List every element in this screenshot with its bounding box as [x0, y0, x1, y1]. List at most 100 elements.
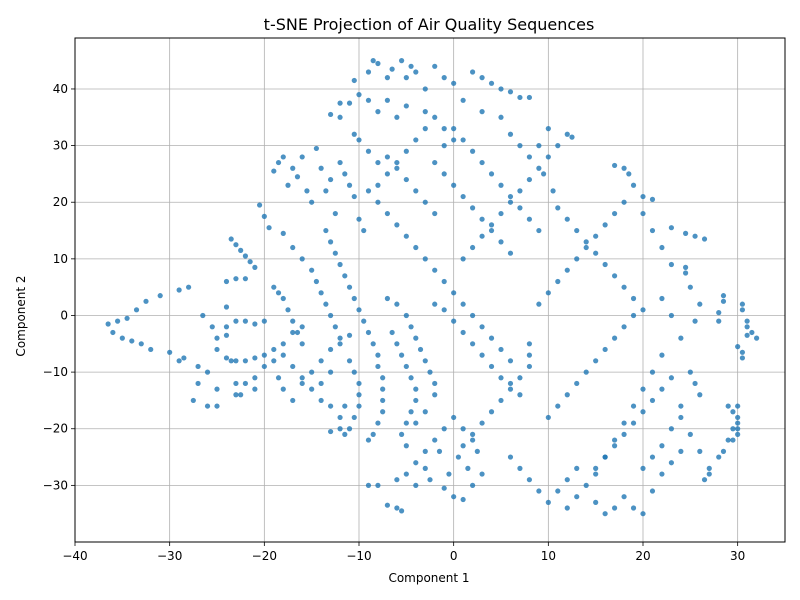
scatter-point	[346, 284, 353, 290]
scatter-point	[488, 222, 495, 228]
scatter-point	[545, 414, 551, 421]
scatter-point	[555, 403, 561, 409]
scatter-point	[517, 465, 523, 471]
scatter-point	[365, 437, 372, 443]
scatter-point	[380, 386, 386, 392]
scatter-point	[640, 511, 646, 517]
scatter-point	[342, 431, 348, 437]
scatter-point	[701, 477, 708, 483]
scatter-point	[394, 222, 400, 228]
scatter-point	[394, 477, 400, 483]
scatter-point	[280, 352, 286, 358]
scatter-point	[323, 188, 329, 194]
scatter-point	[479, 352, 485, 358]
scatter-point	[261, 318, 267, 324]
scatter-point	[630, 505, 637, 511]
scatter-point	[413, 335, 419, 341]
scatter-point	[403, 312, 409, 319]
scatter-point	[754, 335, 760, 341]
scatter-point	[640, 465, 646, 471]
scatter-point	[574, 256, 580, 262]
scatter-point	[479, 471, 485, 477]
scatter-point	[176, 358, 182, 364]
scatter-point	[692, 318, 698, 324]
x-tick-label: 30	[730, 549, 745, 563]
scatter-point	[413, 69, 419, 75]
scatter-point	[536, 165, 542, 171]
scatter-point	[649, 369, 656, 375]
scatter-point	[365, 69, 372, 75]
scatter-point	[678, 335, 684, 341]
scatter-point	[460, 256, 466, 262]
scatter-point	[630, 312, 637, 319]
y-tick-label: 0	[60, 308, 68, 322]
scatter-point	[470, 341, 476, 347]
scatter-point	[460, 137, 466, 143]
scatter-point	[299, 341, 305, 347]
scatter-point	[659, 443, 665, 449]
scatter-point	[380, 409, 386, 415]
scatter-point	[507, 380, 514, 387]
scatter-point	[309, 267, 315, 273]
scatter-point	[659, 352, 665, 358]
scatter-point	[413, 386, 419, 392]
scatter-point	[328, 111, 334, 118]
scatter-point	[204, 403, 211, 409]
scatter-point	[451, 318, 457, 324]
y-axis-ticks: −30 −20 −10 0 10 20 30 40	[43, 82, 75, 492]
scatter-point	[564, 505, 570, 511]
scatter-point	[346, 100, 353, 106]
scatter-point	[403, 420, 409, 426]
scatter-point	[356, 216, 362, 222]
scatter-point	[659, 386, 665, 392]
scatter-point	[384, 171, 390, 177]
scatter-point	[526, 363, 533, 370]
scatter-point	[332, 324, 338, 330]
scatter-point	[323, 227, 329, 234]
scatter-point	[394, 165, 400, 171]
scatter-point	[507, 131, 514, 137]
scatter-point	[124, 315, 130, 321]
scatter-point	[488, 409, 495, 415]
scatter-point	[697, 301, 703, 307]
scatter-point	[223, 278, 230, 285]
scatter-point	[413, 460, 419, 466]
scatter-point	[313, 278, 319, 285]
scatter-point	[337, 159, 343, 166]
plot-area-frame	[74, 37, 786, 543]
scatter-point	[507, 386, 514, 392]
scatter-point	[474, 448, 480, 454]
scatter-point	[498, 182, 504, 188]
scatter-point	[517, 392, 523, 398]
scatter-point	[417, 346, 424, 353]
scatter-point	[365, 148, 372, 154]
scatter-point	[507, 193, 514, 200]
scatter-point	[479, 75, 485, 81]
scatter-point	[526, 176, 533, 183]
scatter-point	[280, 386, 286, 392]
scatter-point	[365, 97, 372, 103]
scatter-point	[399, 508, 405, 514]
scatter-point	[351, 369, 357, 375]
scatter-point	[697, 448, 703, 454]
scatter-point	[294, 329, 301, 336]
scatter-point	[365, 482, 372, 488]
scatter-point	[545, 154, 551, 160]
scatter-point	[720, 293, 727, 299]
scatter-point	[337, 100, 343, 106]
scatter-point	[526, 352, 533, 358]
scatter-point	[422, 465, 428, 471]
scatter-point	[498, 239, 504, 245]
scatter-point	[564, 392, 570, 398]
scatter-point	[365, 188, 372, 194]
scatter-point	[328, 312, 334, 319]
x-tick-label: −10	[346, 549, 371, 563]
scatter-point	[299, 375, 305, 381]
scatter-point	[526, 154, 533, 160]
scatter-point	[200, 312, 206, 319]
scatter-point	[441, 126, 447, 132]
scatter-point	[148, 346, 154, 353]
scatter-point	[621, 324, 627, 330]
scatter-point	[593, 250, 599, 256]
scatter-point	[683, 230, 689, 236]
